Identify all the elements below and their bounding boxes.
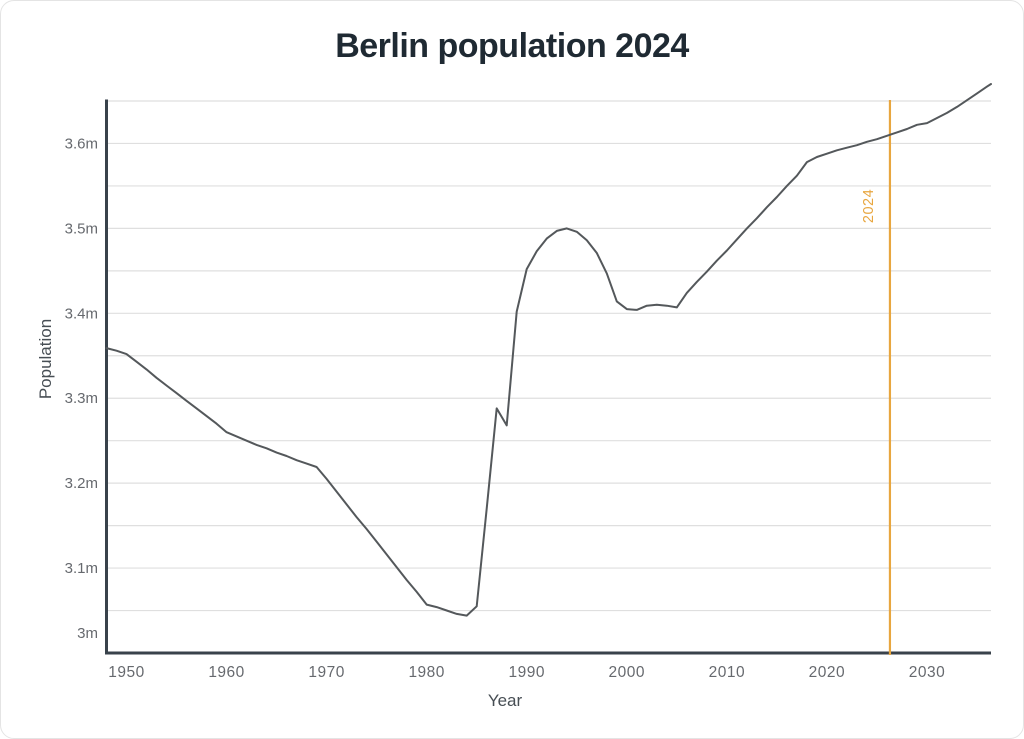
x-tick-labels: 1950 1960 1970 1980 1990 2000 2010 2020 2030	[108, 664, 945, 681]
y-tick-label: 3.1m	[65, 560, 98, 577]
y-tick-label: 3.5m	[65, 220, 98, 237]
x-tick-label: 2000	[609, 664, 645, 681]
x-tick-label: 2020	[809, 664, 845, 681]
x-tick-label: 1950	[108, 664, 144, 681]
y-tick-label: 3.6m	[65, 135, 98, 152]
x-tick-label: 1990	[508, 664, 544, 681]
population-line-path	[105, 83, 992, 617]
chart-title: Berlin population 2024	[335, 27, 689, 65]
x-tick-label: 1980	[408, 664, 444, 681]
y-tick-label: 3m	[77, 625, 98, 642]
population-line	[105, 83, 992, 617]
x-tick-label: 1960	[208, 664, 244, 681]
y-tick-label: 3.2m	[65, 475, 98, 492]
axes	[105, 99, 991, 655]
y-tick-label: 3.3m	[65, 390, 98, 407]
x-tick-label: 2030	[909, 664, 945, 681]
y-tick-labels: 3m 3.1m 3.2m 3.3m 3.4m 3.5m 3.6m	[65, 135, 98, 642]
x-tick-label: 2010	[709, 664, 745, 681]
gridlines	[106, 100, 991, 612]
x-axis-title: Year	[487, 691, 523, 710]
marker-2024: 2024	[861, 100, 892, 655]
marker-label: 2024	[861, 189, 877, 223]
y-tick-label: 3.4m	[65, 305, 98, 322]
x-tick-label: 1970	[308, 664, 344, 681]
